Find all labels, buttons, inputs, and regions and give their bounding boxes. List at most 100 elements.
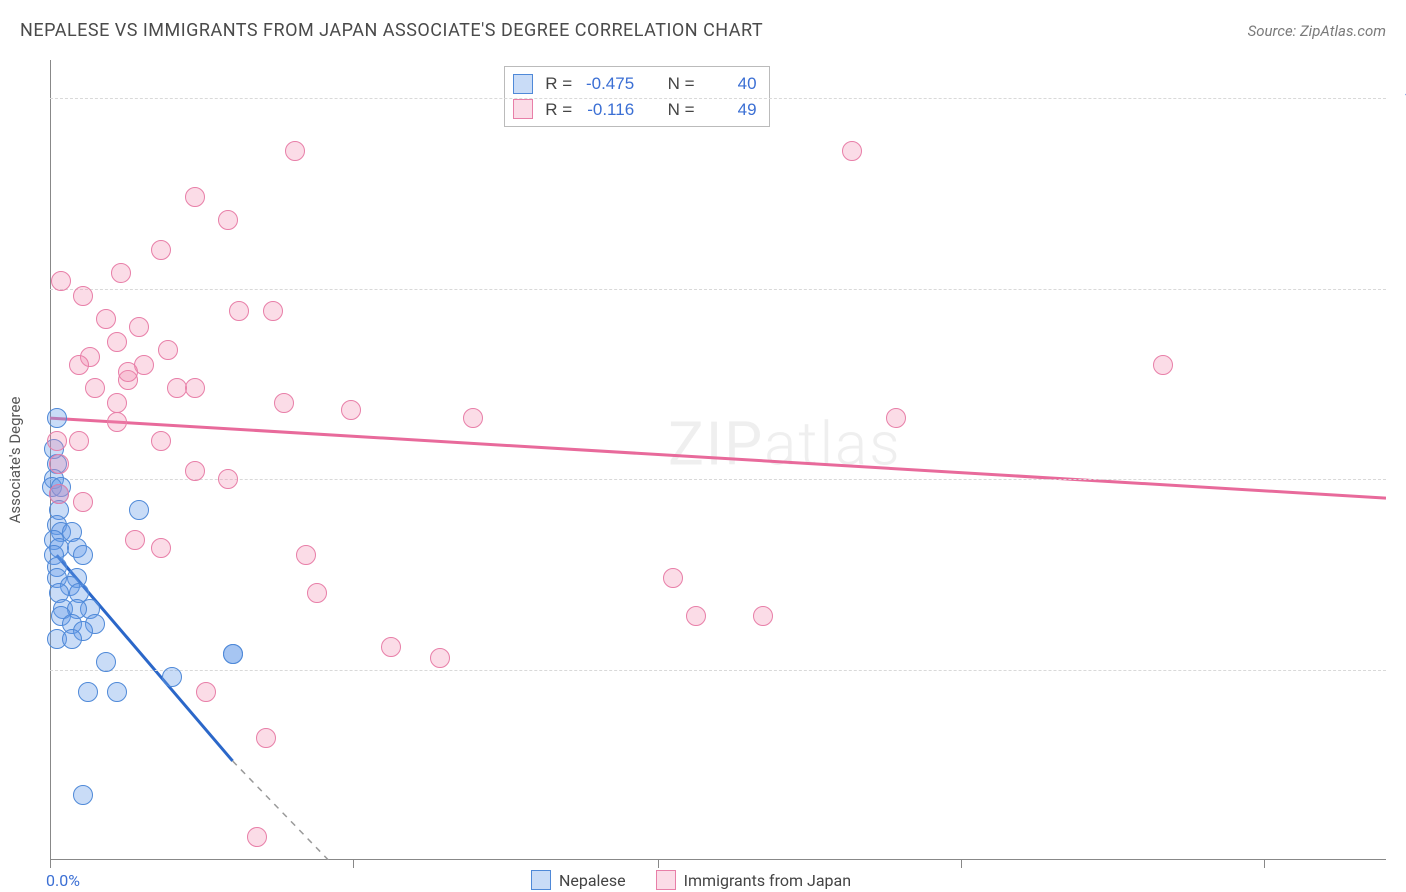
gridline [50, 670, 1386, 671]
stats-legend-box: R = -0.475 N = 40R = -0.116 N = 49 [504, 66, 769, 127]
data-point [218, 469, 238, 489]
data-point [296, 545, 316, 565]
data-point [223, 644, 243, 664]
data-point [69, 431, 89, 451]
trend-lines [50, 60, 1386, 860]
data-point [285, 141, 305, 161]
data-point [463, 408, 483, 428]
x-tick [353, 860, 354, 868]
x-tick [50, 860, 51, 868]
data-point [107, 393, 127, 413]
y-tick-label: 25.0% [1396, 660, 1406, 679]
data-point [430, 648, 450, 668]
data-point [118, 362, 138, 382]
series-legend: Nepalese Immigrants from Japan [531, 870, 851, 890]
data-point [151, 240, 171, 260]
legend-swatch [531, 870, 551, 890]
trend-line-extrapolation [233, 761, 329, 860]
stats-row: R =-0.116 N =49 [513, 97, 756, 123]
legend-swatch [513, 74, 533, 94]
x-min-label: 0.0% [46, 871, 80, 890]
data-point [663, 568, 683, 588]
data-point [218, 210, 238, 230]
stat-r-label: R = [545, 97, 572, 123]
x-axis [50, 859, 1386, 860]
data-point [341, 400, 361, 420]
watermark-bold: ZIP [668, 409, 764, 480]
data-point [196, 682, 216, 702]
data-point [307, 583, 327, 603]
y-axis-label: Associate's Degree [6, 397, 24, 524]
scatter-plot: Associate's Degree ZIPatlas R =-0.475 N … [50, 60, 1386, 860]
stat-n-value: 40 [707, 71, 757, 97]
data-point [85, 378, 105, 398]
data-point [886, 408, 906, 428]
trend-line [50, 418, 1386, 498]
data-point [842, 141, 862, 161]
y-tick-label: 50.0% [1396, 470, 1406, 489]
data-point [96, 652, 116, 672]
data-point [73, 545, 93, 565]
x-tick [1264, 860, 1265, 868]
data-point [247, 827, 267, 847]
data-point [274, 393, 294, 413]
gridline [50, 98, 1386, 99]
source-prefix: Source: [1248, 22, 1300, 40]
data-point [107, 332, 127, 352]
data-point [256, 728, 276, 748]
legend-swatch [656, 870, 676, 890]
data-point [158, 340, 178, 360]
source-name: ZipAtlas.com [1300, 22, 1386, 40]
data-point [185, 461, 205, 481]
data-point [753, 606, 773, 626]
data-point [47, 431, 67, 451]
data-point [111, 263, 131, 283]
legend-item: Immigrants from Japan [656, 870, 851, 890]
data-point [185, 187, 205, 207]
data-point [185, 378, 205, 398]
data-point [107, 682, 127, 702]
stat-r-value: -0.475 [584, 71, 634, 97]
data-point [96, 309, 116, 329]
stat-r-value: -0.116 [584, 97, 634, 123]
data-point [78, 682, 98, 702]
data-point [107, 412, 127, 432]
stat-n-label: N = [668, 71, 695, 97]
data-point [51, 271, 71, 291]
data-point [381, 637, 401, 657]
data-point [49, 484, 69, 504]
data-point [686, 606, 706, 626]
x-tick [961, 860, 962, 868]
data-point [151, 431, 171, 451]
data-point [69, 355, 89, 375]
watermark: ZIPatlas [668, 409, 902, 480]
data-point [151, 538, 171, 558]
legend-swatch [513, 99, 533, 119]
stat-r-label: R = [545, 71, 572, 97]
data-point [47, 408, 67, 428]
y-tick-label: 100.0% [1396, 89, 1406, 108]
stats-row: R = -0.475 N = 40 [513, 71, 756, 97]
legend-label: Immigrants from Japan [684, 871, 851, 890]
data-point [167, 378, 187, 398]
gridline [50, 289, 1386, 290]
stat-n-value: 49 [707, 97, 757, 123]
gridline [50, 479, 1386, 480]
data-point [229, 301, 249, 321]
watermark-thin: atlas [764, 409, 902, 480]
data-point [162, 667, 182, 687]
source-attribution: Source: ZipAtlas.com [1248, 22, 1386, 40]
data-point [73, 492, 93, 512]
y-tick-label: 75.0% [1396, 279, 1406, 298]
x-tick [658, 860, 659, 868]
data-point [49, 454, 69, 474]
data-point [73, 785, 93, 805]
data-point [1153, 355, 1173, 375]
legend-item: Nepalese [531, 870, 626, 890]
data-point [129, 500, 149, 520]
data-point [263, 301, 283, 321]
data-point [73, 286, 93, 306]
data-point [129, 317, 149, 337]
legend-label: Nepalese [559, 871, 626, 890]
data-point [125, 530, 145, 550]
